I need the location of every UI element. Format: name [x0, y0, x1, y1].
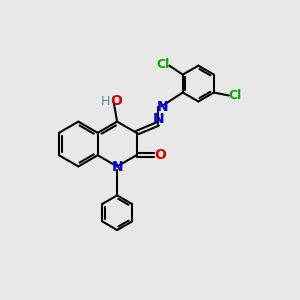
Text: Cl: Cl [156, 58, 170, 70]
Text: N: N [111, 160, 123, 174]
Text: O: O [154, 148, 166, 162]
Text: N: N [157, 100, 169, 114]
Text: O: O [110, 94, 122, 108]
Text: H: H [101, 94, 110, 107]
Text: Cl: Cl [229, 89, 242, 102]
Text: N: N [152, 112, 164, 126]
